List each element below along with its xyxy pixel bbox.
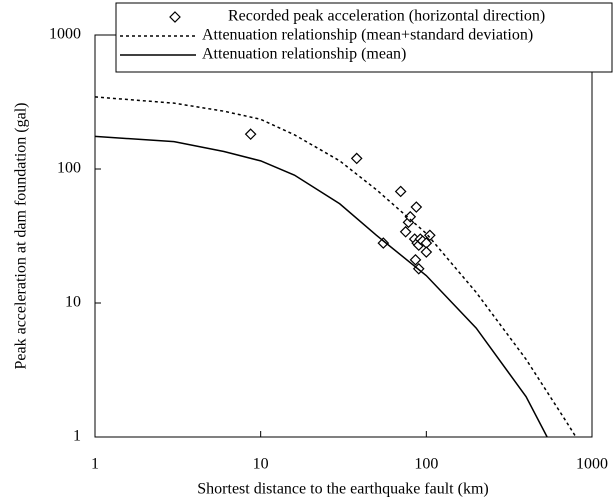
y-axis-label: Peak acceleration at dam foundation (gal… (13, 103, 30, 370)
data-point (394, 185, 407, 198)
y-tick-label: 1000 (49, 26, 81, 43)
data-point (410, 201, 423, 213)
data-point (423, 229, 436, 242)
data-point (399, 225, 412, 238)
x-axis-label: Shortest distance to the earthquake faul… (197, 481, 488, 498)
line-series (94, 96, 577, 438)
x-tick-label: 1 (91, 456, 99, 473)
y-tick-label: 1 (73, 428, 81, 445)
y-tick-label: 10 (65, 294, 81, 311)
legend-box (115, 2, 613, 73)
x-tick-label: 100 (414, 456, 438, 473)
data-point (409, 253, 422, 266)
data-point (350, 152, 363, 165)
line-series (94, 135, 548, 438)
plot-frame (94, 34, 593, 438)
legend-label: Recorded peak acceleration (horizontal d… (228, 8, 545, 25)
legend-label: Attenuation relationship (mean) (202, 46, 406, 63)
x-tick-label: 10 (253, 456, 269, 473)
y-tick-label: 100 (57, 160, 81, 177)
legend-label: Attenuation relationship (mean+standard … (202, 27, 533, 44)
data-point (377, 237, 390, 249)
data-point (420, 246, 433, 258)
legend-marker (169, 11, 181, 23)
data-point (244, 128, 257, 140)
data-point (404, 210, 417, 223)
x-tick-label: 1000 (576, 456, 608, 473)
